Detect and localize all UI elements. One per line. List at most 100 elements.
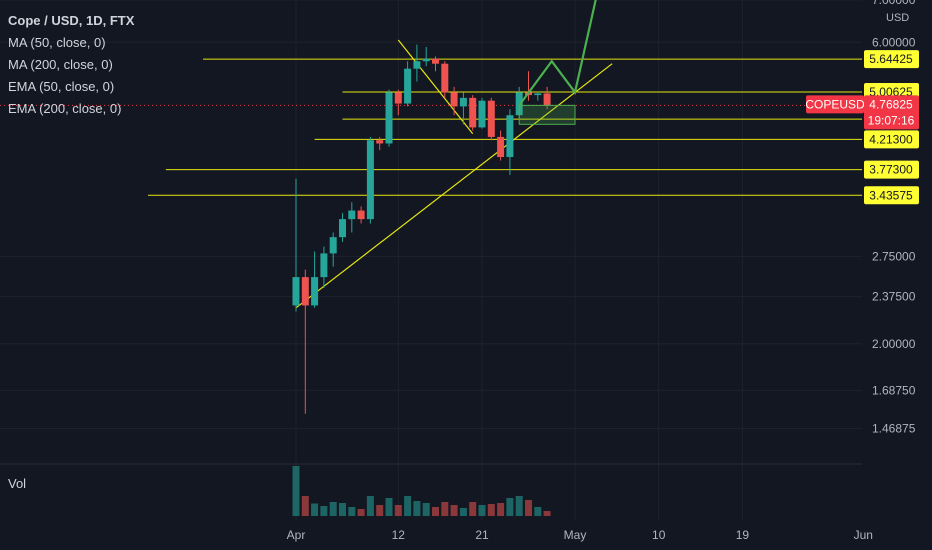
x-tick-label: Apr bbox=[287, 528, 306, 542]
volume-bars bbox=[292, 466, 551, 516]
indicator-ma200[interactable]: MA (200, close, 0) bbox=[8, 57, 113, 72]
volume-bar bbox=[339, 503, 346, 516]
candlesticks bbox=[292, 44, 551, 414]
x-tick-label: 10 bbox=[652, 528, 666, 542]
symbol-title[interactable]: Cope / USD, 1D, FTX bbox=[8, 13, 135, 28]
trendline bbox=[295, 63, 613, 309]
volume-bar bbox=[329, 502, 337, 516]
volume-bar bbox=[394, 505, 402, 516]
candle-body bbox=[366, 140, 374, 220]
legend: Cope / USD, 1D, FTX MA (50, close, 0) MA… bbox=[8, 10, 134, 120]
candle-body bbox=[432, 58, 439, 64]
x-tick-label: Jun bbox=[854, 528, 873, 542]
volume-bar bbox=[478, 505, 486, 516]
volume-bar bbox=[515, 496, 523, 516]
indicator-ema200[interactable]: EMA (200, close, 0) bbox=[8, 101, 122, 116]
horizontal-levels bbox=[0, 58, 862, 196]
volume-bar bbox=[413, 501, 421, 516]
volume-bar bbox=[450, 505, 458, 516]
currency-label[interactable]: USD bbox=[886, 12, 910, 24]
candle-body bbox=[329, 237, 337, 254]
x-tick-label: 12 bbox=[392, 528, 406, 542]
candle-body bbox=[385, 92, 393, 144]
level-tag bbox=[864, 130, 919, 149]
volume-bar bbox=[422, 503, 430, 516]
candle-body bbox=[478, 100, 486, 128]
volume-bar bbox=[348, 507, 356, 516]
candle-body bbox=[301, 277, 309, 306]
candle-body bbox=[459, 97, 467, 107]
volume-bar bbox=[432, 507, 439, 516]
volume-bar bbox=[357, 509, 365, 516]
candle-body bbox=[339, 219, 346, 238]
axis-tick-label: 1.68750 bbox=[872, 383, 916, 397]
indicator-ma50[interactable]: MA (50, close, 0) bbox=[8, 35, 106, 50]
candle-body bbox=[469, 97, 477, 128]
volume-bar bbox=[366, 496, 374, 516]
axis-tick-label: 2.37500 bbox=[872, 290, 916, 304]
volume-bar bbox=[292, 466, 300, 516]
volume-bar bbox=[534, 507, 542, 516]
candle-body bbox=[376, 140, 384, 144]
projection-path bbox=[518, 0, 597, 125]
level-tag-label: 3.43575 bbox=[869, 188, 913, 202]
volume-bar bbox=[506, 498, 514, 516]
price-tags: 5.644255.006254.534004.213003.773003.435… bbox=[805, 50, 919, 205]
candle-body bbox=[292, 277, 300, 306]
symbol-tag bbox=[806, 95, 864, 114]
volume-bar bbox=[301, 496, 309, 516]
candle-body bbox=[413, 61, 421, 69]
candle-body bbox=[487, 100, 495, 137]
volume-bar bbox=[525, 500, 532, 516]
volume-bar bbox=[497, 503, 505, 516]
candle-body bbox=[394, 92, 402, 104]
indicator-ema50[interactable]: EMA (50, close, 0) bbox=[8, 79, 115, 94]
volume-label[interactable]: Vol bbox=[8, 476, 27, 491]
projection-box bbox=[518, 104, 576, 125]
axis-tick-label: 2.75000 bbox=[872, 249, 916, 263]
candle-body bbox=[311, 277, 319, 306]
trendline bbox=[397, 39, 474, 135]
volume-bar bbox=[385, 498, 393, 516]
volume-bar bbox=[311, 503, 319, 516]
candle-body bbox=[497, 136, 505, 158]
candle-body bbox=[441, 63, 449, 93]
candle-body bbox=[543, 93, 551, 106]
price-tag bbox=[864, 95, 919, 130]
candle-body bbox=[422, 58, 430, 62]
axis-tick-label: 2.00000 bbox=[872, 337, 916, 351]
volume-bar bbox=[487, 504, 495, 516]
level-tag-label: 5.64425 bbox=[869, 52, 913, 66]
candle-body bbox=[348, 210, 356, 220]
price-axis[interactable]: 1.46875 1.68750 2.00000 2.37500 2.75000 6.000… bbox=[862, 0, 932, 550]
level-tag-label: 4.21300 bbox=[869, 132, 913, 146]
symbol-tag-label: COPEUSD bbox=[805, 97, 865, 111]
grid-lines bbox=[0, 0, 864, 520]
volume-bar bbox=[469, 502, 477, 516]
price-tag-value: 4.76825 bbox=[869, 97, 913, 111]
volume-bar bbox=[376, 505, 384, 516]
price-axis-bg bbox=[862, 0, 932, 550]
x-tick-label: 19 bbox=[736, 528, 750, 542]
axis-tick-label: 6.00000 bbox=[872, 35, 916, 49]
level-tag-label: 3.77300 bbox=[869, 163, 913, 177]
candle-body bbox=[506, 115, 514, 158]
level-tag bbox=[864, 160, 919, 179]
volume-bar bbox=[543, 511, 551, 516]
volume-bar bbox=[320, 506, 328, 516]
level-tag bbox=[864, 186, 919, 205]
volume-bar bbox=[441, 502, 449, 516]
x-tick-label: 21 bbox=[475, 528, 489, 542]
volume-bar bbox=[459, 508, 467, 516]
candle-body bbox=[534, 93, 542, 96]
level-tag bbox=[864, 50, 919, 69]
projection-line bbox=[518, 0, 597, 107]
time-axis[interactable]: Apr 12 21 May 10 19 Jun bbox=[0, 520, 932, 550]
axis-tick-label: 7.00000 bbox=[872, 0, 916, 7]
candle-body bbox=[320, 253, 328, 278]
time-axis-bg bbox=[0, 520, 932, 550]
price-tag-countdown: 19:07:16 bbox=[868, 113, 915, 127]
candle-body bbox=[404, 68, 412, 104]
candle-body bbox=[357, 210, 365, 220]
